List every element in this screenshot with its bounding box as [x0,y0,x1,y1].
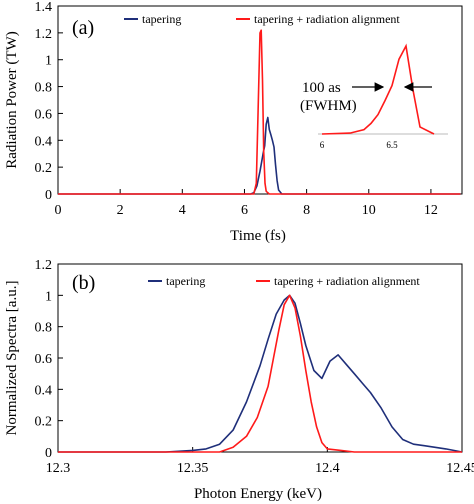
panel-a-chart: (a) Radiation Power (TW) Time (fs) 00.20… [4,0,463,244]
panel-a-x-tick-label: 10 [362,203,376,218]
panel-a-y-axis-title: Radiation Power (TW) [4,31,20,168]
panel-b-series [58,294,463,453]
legend-tapering-label: tapering [142,12,181,26]
panel-b-y-tick-label: 0.2 [35,415,53,430]
panel-a-y-tick-label: 1 [45,54,52,69]
inset-pulse-line [321,43,435,135]
panel-b-series-line-tapering-alignment [58,294,462,453]
panel-a-plot-frame [57,5,463,195]
inset-ticks: 6 6.5 [320,140,398,150]
panel-b-x-tick-label: 12.35 [177,461,209,476]
panel-a-y-tick-label: 0.2 [35,161,53,176]
panel-b-y-tick-label: 0 [45,446,52,461]
panel-a-x-tick-label: 2 [117,203,124,218]
inset-annotation-fwhm-value: 100 as [302,80,341,96]
panel-b-series-line-tapering [58,294,463,453]
panel-a-y-tick-label: 0.6 [35,107,53,122]
inset-x-tick-label: 6 [320,140,325,150]
inset-annotation-fwhm-label: (FWHM) [300,98,357,114]
panel-b-y-tick-label: 1.2 [35,258,53,273]
panel-a-x-tick-label: 8 [303,203,310,218]
panel-b-legend: tapering tapering + radiation alignment [148,274,420,288]
panel-b-y-tick-label: 0.8 [35,321,53,336]
panel-a-x-tick-label: 0 [55,203,62,218]
panel-a-x-tick-label: 12 [424,203,438,218]
panel-a-x-tick-label: 4 [179,203,186,218]
legend-tapering-alignment-label: tapering + radiation alignment [254,12,400,26]
panel-b-y-tick-label: 1 [45,289,52,304]
panel-a-inset: 6 6.5 100 as (FWHM) [300,43,448,150]
panel-a-y-tick-label: 0.4 [35,134,53,149]
panel-a-y-tick-label: 1.4 [35,0,53,15]
panel-a-x-axis-title: Time (fs) [230,228,286,244]
panel-b-x-tick-label: 12.3 [46,461,71,476]
panel-b-x-tick-label: 12.4 [315,461,340,476]
panel-a-series-line-tapering-alignment [58,29,461,195]
panel-a-legend: tapering tapering + radiation alignment [124,12,400,26]
legend-tapering-label: tapering [166,274,205,288]
panel-b-label: (b) [72,272,95,294]
panel-a-y-tick-label: 1.2 [35,27,53,42]
panel-b-plot-frame [57,263,463,453]
panel-a-y-tick-label: 0.8 [35,81,53,96]
panel-a-ticks: 0 0.2 0.4 0.6 0.8 1 1.2 1.4 0 2 4 6 8 10 12 [35,0,438,218]
panel-b-y-tick-label: 0.6 [35,352,53,367]
panel-b-ticks: 0 0.2 0.4 0.6 0.8 1 1.2 12.3 12.35 12.4 12.45 [35,258,474,476]
panel-b-x-tick-label: 12.45 [446,461,474,476]
panel-a-y-tick-label: 0 [45,188,52,203]
panel-b-x-axis-title: Photon Energy (keV) [194,486,322,502]
panel-a-series [58,29,461,195]
panel-b-chart: (b) Normalized Spectra [a.u.] Photon Ene… [4,258,474,502]
legend-tapering-alignment-label: tapering + radiation alignment [274,274,420,288]
panel-a-label: (a) [72,17,94,39]
inset-x-tick-label: 6.5 [386,140,398,150]
panel-b-y-axis-title: Normalized Spectra [a.u.] [4,281,20,436]
panel-a-series-line-tapering [58,116,461,195]
panel-a-x-tick-label: 6 [241,203,248,218]
panel-b-y-tick-label: 0.4 [35,383,53,398]
